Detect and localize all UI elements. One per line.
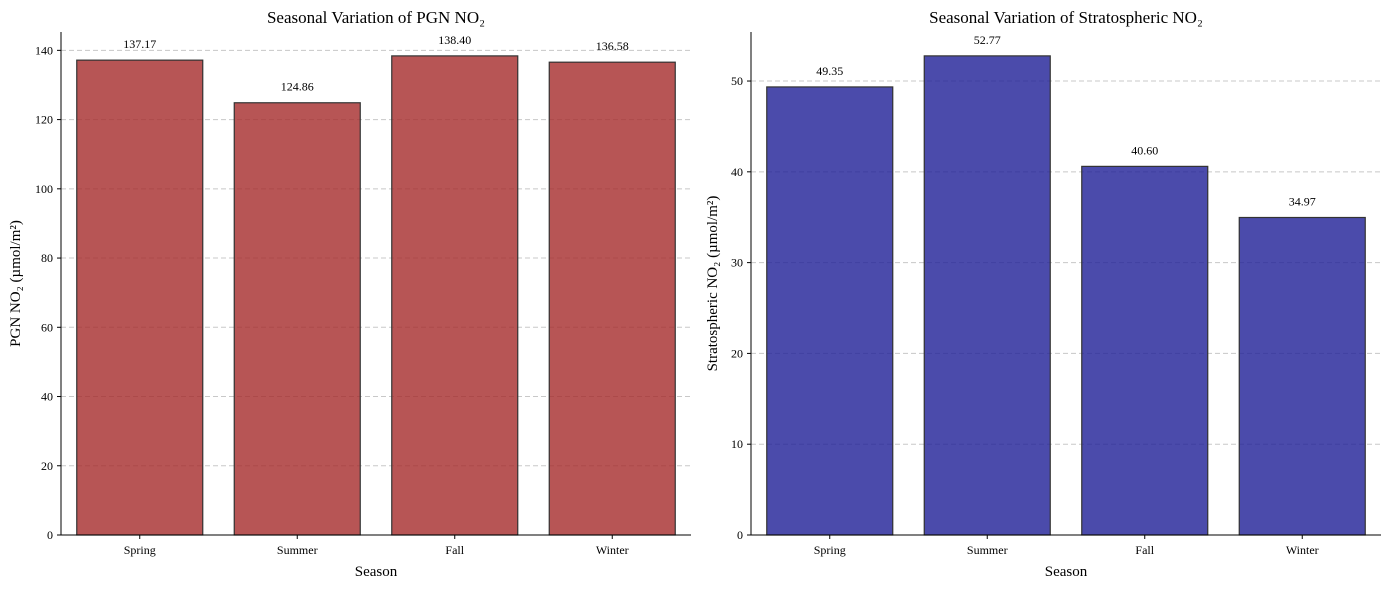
chart-title: Seasonal Variation of Stratospheric NO₂: [929, 8, 1203, 27]
y-tick-label: 40: [731, 165, 743, 179]
stratospheric-no2-panel: 49.35 52.77 40.60 34.97 0 10 20 30 40 50 Spring Sum…: [705, 8, 1381, 580]
x-tick-label: Winter: [1286, 543, 1319, 557]
bar-fall: [391, 55, 519, 536]
value-label: 138.40: [438, 33, 471, 47]
bar-winter: [548, 61, 676, 536]
pgn-no2-panel: 137.17 124.86 138.40 136.58 0 20 40 60 80 100 120 1…: [8, 8, 691, 580]
bar-spring: [766, 86, 894, 536]
x-tick-label: Fall: [1135, 543, 1154, 557]
y-tick-label: 140: [35, 43, 53, 57]
x-axis-label: Season: [1045, 564, 1088, 580]
x-tick-label: Spring: [124, 543, 156, 557]
bar-summer: [923, 55, 1051, 536]
y-tick-label: 30: [731, 256, 743, 270]
y-axis-label: Stratospheric NO₂ (µmol/m²): [705, 196, 721, 372]
value-label: 49.35: [816, 64, 843, 78]
y-tick-label: 100: [35, 182, 53, 196]
bar-summer: [233, 102, 361, 536]
value-label: 124.86: [281, 80, 314, 94]
value-label: 52.77: [974, 33, 1001, 47]
y-tick-label: 20: [731, 346, 743, 360]
x-tick-label: Winter: [596, 543, 629, 557]
bar-winter: [1238, 216, 1366, 536]
x-tick-label: Summer: [967, 543, 1008, 557]
y-tick-label: 10: [731, 437, 743, 451]
y-tick-label: 0: [47, 528, 53, 542]
value-label: 136.58: [596, 39, 629, 53]
chart-title: Seasonal Variation of PGN NO₂: [267, 8, 485, 27]
y-tick-label: 60: [41, 320, 53, 334]
value-label: 137.17: [123, 37, 156, 51]
value-label: 40.60: [1131, 143, 1158, 157]
bar-spring: [76, 59, 204, 536]
y-tick-label: 0: [737, 528, 743, 542]
y-tick-label: 50: [731, 74, 743, 88]
y-axis-label: PGN NO₂ (µmol/m²): [8, 220, 24, 347]
y-tick-label: 120: [35, 113, 53, 127]
value-label: 34.97: [1289, 194, 1316, 208]
x-tick-label: Summer: [277, 543, 318, 557]
x-axis-label: Season: [355, 564, 398, 580]
x-tick-label: Spring: [814, 543, 846, 557]
y-tick-label: 80: [41, 251, 53, 265]
y-tick-label: 20: [41, 459, 53, 473]
x-tick-label: Fall: [445, 543, 464, 557]
y-tick-label: 40: [41, 390, 53, 404]
bar-fall: [1081, 165, 1209, 536]
